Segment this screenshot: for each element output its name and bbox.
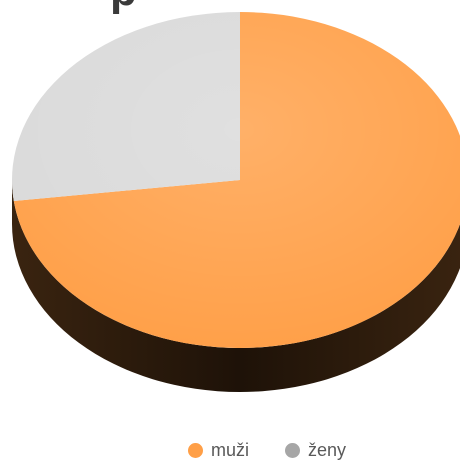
legend-label-muzi: muži xyxy=(211,440,250,460)
pie-slice-zeny xyxy=(11,12,240,202)
chart-legend: muži ženy xyxy=(188,440,346,461)
pie-chart xyxy=(11,12,460,392)
legend-marker-muzi xyxy=(188,443,203,458)
legend-marker-zeny xyxy=(285,443,301,458)
legend-item-muzi: muži xyxy=(188,440,249,461)
chart-title-fragment: p xyxy=(110,0,137,16)
legend-item-zeny: ženy xyxy=(285,440,346,461)
legend-label-zeny: ženy xyxy=(308,440,347,460)
